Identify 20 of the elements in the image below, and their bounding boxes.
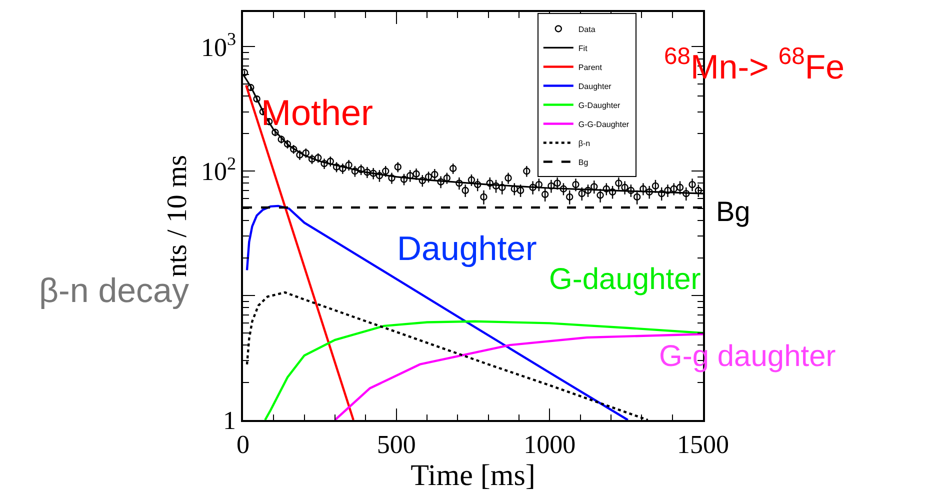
- annotation: G-daughter: [549, 263, 701, 296]
- annotation: Mother: [261, 92, 374, 133]
- x-tick-label: 0: [236, 430, 250, 459]
- legend-label: Daughter: [578, 82, 612, 91]
- legend-label: Fit: [578, 44, 588, 53]
- legend-label: Parent: [578, 62, 603, 72]
- legend-label: Bg: [578, 158, 588, 167]
- legend-label: β-n: [578, 138, 590, 148]
- legend-label: G-Daughter: [578, 100, 621, 110]
- y-tick-label: 10$^{2}$: [200, 153, 236, 186]
- text: Bg: [716, 196, 750, 227]
- x-tick-label: 1000: [524, 430, 576, 459]
- x-axis-title: Time [ms]: [410, 458, 536, 492]
- x-tick-label: 500: [376, 430, 416, 459]
- legend-label: Data: [578, 24, 596, 34]
- x-tick-label: 1500: [677, 430, 729, 459]
- annotation: Daughter: [397, 230, 537, 268]
- legend-label: G-G-Daughter: [578, 120, 630, 129]
- y-tick-label: 1: [223, 406, 236, 436]
- y-tick-label: 10$^{3}$: [200, 28, 236, 62]
